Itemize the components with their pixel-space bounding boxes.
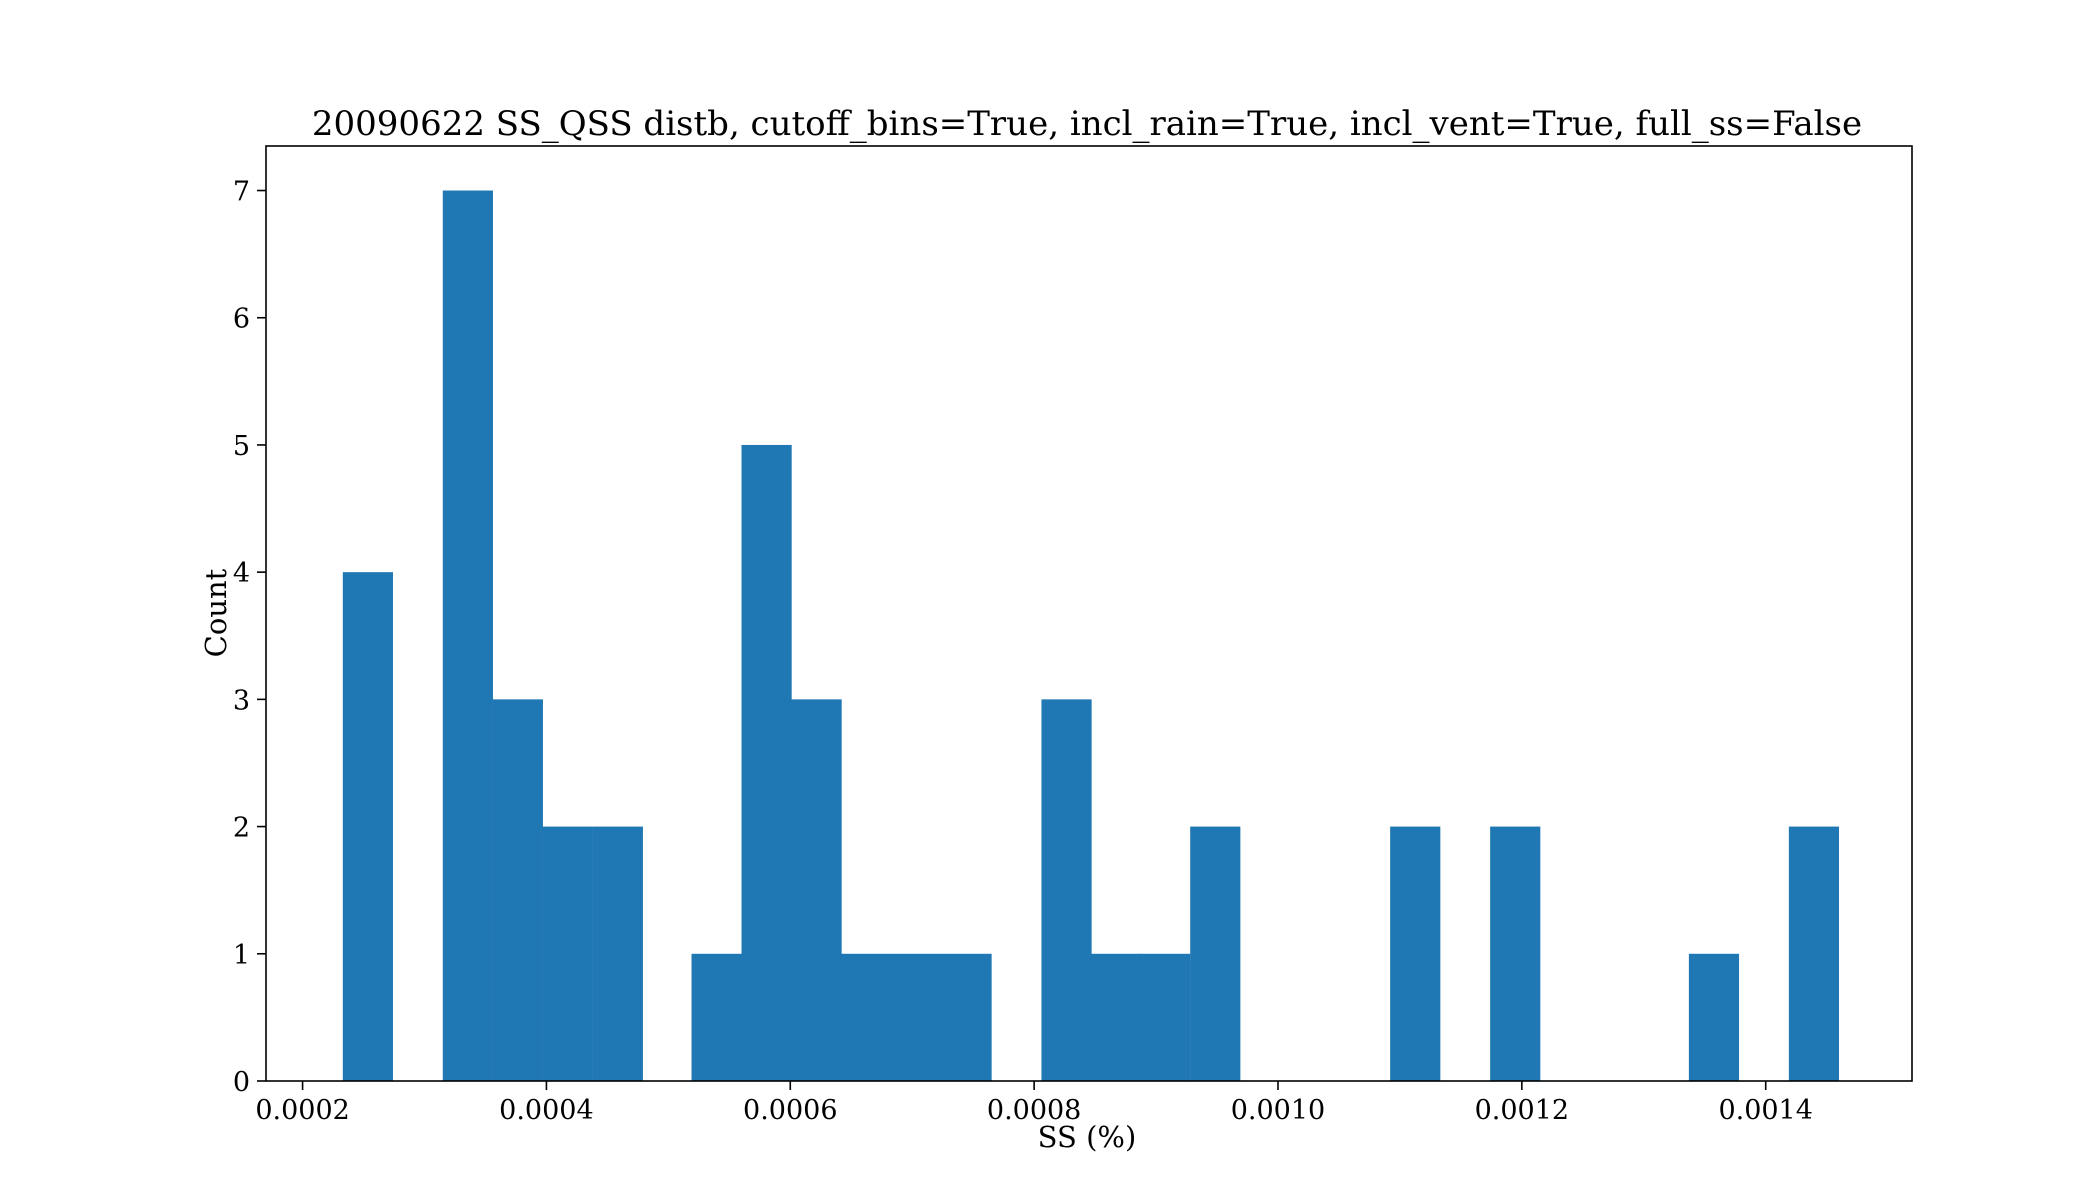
y-axis-label: Count (199, 568, 233, 657)
x-tick-label: 0.0006 (743, 1095, 837, 1126)
x-tick-label: 0.0012 (1475, 1095, 1569, 1126)
histogram-bar (342, 572, 393, 1081)
bars-group (342, 190, 1840, 1081)
y-tick-label: 0 (233, 1067, 250, 1098)
y-axis-ticks: 0 1 2 3 4 5 6 7 (233, 177, 266, 1098)
histogram-bar (1390, 826, 1441, 1081)
histogram-bar (1190, 826, 1241, 1081)
histogram-bar (841, 953, 892, 1081)
histogram-bar (791, 699, 842, 1081)
histogram-bar (492, 699, 543, 1081)
x-tick-label: 0.0014 (1718, 1095, 1812, 1126)
plot-frame (265, 145, 1913, 1082)
y-tick-label: 4 (233, 558, 250, 589)
histogram-bar (1788, 826, 1840, 1081)
y-tick-label: 1 (233, 940, 250, 971)
histogram-bar (592, 826, 643, 1081)
histogram-bar (691, 953, 742, 1081)
histogram-bar (1688, 953, 1740, 1081)
y-tick-label: 7 (233, 177, 250, 208)
x-axis-label: SS (%) (1038, 1120, 1137, 1154)
histogram-bar (1041, 699, 1092, 1081)
y-tick-label: 6 (233, 304, 250, 335)
x-tick-label: 0.0008 (987, 1095, 1081, 1126)
histogram-bar (1091, 953, 1142, 1081)
histogram-bar (1490, 826, 1541, 1081)
x-tick-label: 0.0004 (499, 1095, 593, 1126)
x-axis-ticks: 0.0002 0.0004 0.0006 0.0008 0.0010 0.0012 0.00… (255, 1081, 1813, 1126)
histogram-bar (1140, 953, 1191, 1081)
chart-title: 20090622 SS_QSS distb, cutoff_bins=True,… (312, 104, 1862, 144)
x-tick-label: 0.0010 (1231, 1095, 1325, 1126)
y-tick-label: 3 (233, 685, 250, 716)
histogram-bar (741, 444, 792, 1081)
y-tick-label: 2 (233, 813, 250, 844)
histogram-bar (891, 953, 942, 1081)
histogram-bar (442, 190, 493, 1081)
y-tick-label: 5 (233, 431, 250, 462)
histogram-bar (941, 953, 992, 1081)
x-tick-label: 0.0002 (255, 1095, 349, 1126)
histogram-bar (542, 826, 593, 1081)
